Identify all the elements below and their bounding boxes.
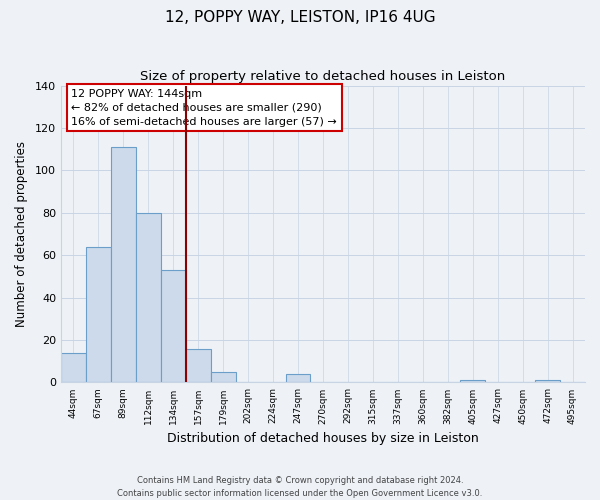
Y-axis label: Number of detached properties: Number of detached properties <box>15 141 28 327</box>
Bar <box>535 380 560 382</box>
Bar <box>211 372 236 382</box>
Title: Size of property relative to detached houses in Leiston: Size of property relative to detached ho… <box>140 70 506 83</box>
Bar <box>111 147 136 382</box>
Bar <box>460 380 485 382</box>
Bar <box>161 270 186 382</box>
Bar <box>186 348 211 382</box>
X-axis label: Distribution of detached houses by size in Leiston: Distribution of detached houses by size … <box>167 432 479 445</box>
Bar <box>86 246 111 382</box>
Bar <box>286 374 310 382</box>
Bar <box>136 213 161 382</box>
Text: 12, POPPY WAY, LEISTON, IP16 4UG: 12, POPPY WAY, LEISTON, IP16 4UG <box>164 10 436 25</box>
Text: Contains HM Land Registry data © Crown copyright and database right 2024.
Contai: Contains HM Land Registry data © Crown c… <box>118 476 482 498</box>
Bar <box>61 352 86 382</box>
Text: 12 POPPY WAY: 144sqm
← 82% of detached houses are smaller (290)
16% of semi-deta: 12 POPPY WAY: 144sqm ← 82% of detached h… <box>71 88 337 126</box>
